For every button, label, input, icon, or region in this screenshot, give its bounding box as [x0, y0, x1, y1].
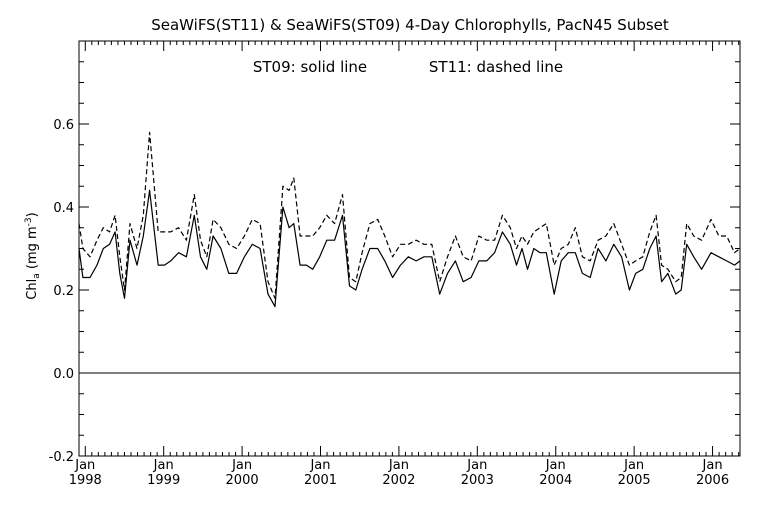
y-tick-label: -0.2	[49, 450, 74, 465]
chart-title: SeaWiFS(ST11) & SeaWiFS(ST09) 4-Day Chlo…	[151, 16, 669, 34]
x-tick-month-label: Jan	[466, 458, 487, 473]
y-tick-label: 0.4	[53, 201, 74, 216]
x-tick-year-label: 2002	[382, 473, 415, 488]
x-tick-month-label: Jan	[623, 458, 644, 473]
y-label-subscript: a	[32, 273, 42, 279]
x-tick-year-label: 2001	[304, 473, 337, 488]
x-tick-year-label: 2000	[226, 473, 259, 488]
x-tick-year-label: 1999	[147, 473, 180, 488]
x-tick-year-label: 2005	[618, 473, 651, 488]
y-axis-label: Chla (mg m-3)	[24, 212, 42, 299]
series-lines	[78, 131, 741, 308]
y-tick-label: 0.6	[53, 118, 74, 133]
x-tick-month-label: Jan	[545, 458, 566, 473]
x-tick-month-label: Jan	[153, 458, 174, 473]
legend-dashed: ST11: dashed line	[429, 58, 563, 76]
y-label-unit-open: (mg m	[25, 226, 40, 273]
y-label-unit-close: )	[25, 212, 40, 217]
y-label-main: Chl	[25, 279, 40, 300]
y-tick-label: 0.0	[53, 367, 74, 382]
legend-solid: ST09: solid line	[253, 58, 367, 76]
plot-frame	[78, 40, 741, 457]
x-tick-year-label: 2004	[539, 473, 572, 488]
x-tick-year-label: 2006	[696, 473, 729, 488]
x-tick-month-label: Jan	[74, 458, 95, 473]
x-tick-year-label: 1998	[69, 473, 102, 488]
series-line-st11	[78, 131, 741, 299]
tick-labels: -0.20.00.20.40.6Jan1998Jan1999Jan2000Jan…	[49, 118, 729, 488]
y-tick-label: 0.2	[53, 284, 74, 299]
x-tick-month-label: Jan	[309, 458, 330, 473]
x-tick-month-label: Jan	[702, 458, 723, 473]
x-tick-year-label: 2003	[461, 473, 494, 488]
y-label-superscript: -3	[24, 217, 34, 226]
series-line-st09	[78, 189, 741, 308]
x-tick-month-label: Jan	[388, 458, 409, 473]
x-tick-month-label: Jan	[231, 458, 252, 473]
